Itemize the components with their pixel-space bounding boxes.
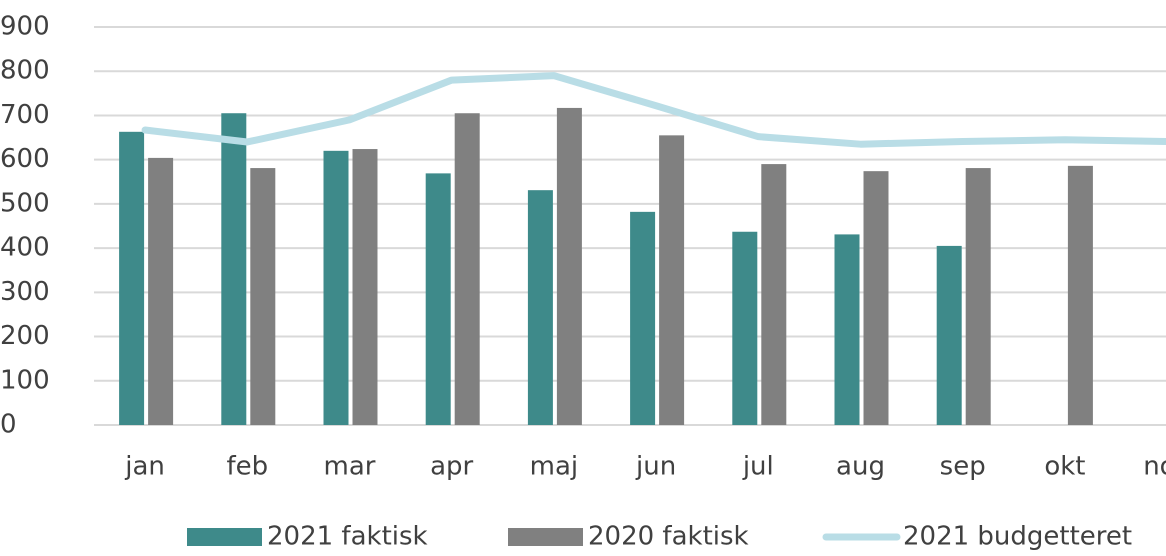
bar <box>425 173 451 425</box>
y-tick-label: 200 <box>0 321 50 351</box>
bar <box>352 149 378 425</box>
y-tick-label: 500 <box>0 188 50 218</box>
y-tick-label: 0 <box>0 410 17 440</box>
y-tick-label: 400 <box>0 233 50 263</box>
bar <box>148 157 174 426</box>
bar <box>732 231 758 425</box>
bar <box>119 131 145 425</box>
bar <box>761 164 787 426</box>
y-tick-label: 800 <box>0 56 50 86</box>
bar <box>1067 165 1093 425</box>
legend-label: 2021 budgetteret <box>903 522 1132 552</box>
bar <box>834 234 860 425</box>
bar <box>965 168 991 425</box>
y-tick-label: 900 <box>0 12 50 42</box>
y-tick-label: 600 <box>0 144 50 174</box>
legend-label: 2021 faktisk <box>267 522 428 552</box>
x-tick-label: mar <box>324 452 376 482</box>
bar <box>936 245 962 425</box>
x-tick-label: maj <box>530 452 578 482</box>
bar <box>863 171 889 425</box>
bar <box>221 113 247 425</box>
x-tick-label: jan <box>124 452 165 482</box>
y-tick-label: 300 <box>0 277 50 307</box>
x-tick-label: okt <box>1044 452 1085 482</box>
bar <box>630 211 656 425</box>
y-tick-label: 700 <box>0 100 50 130</box>
bar <box>250 168 276 425</box>
x-tick-label: feb <box>226 452 268 482</box>
x-tick-label: nov <box>1143 452 1166 482</box>
bar <box>659 135 685 425</box>
bar <box>527 190 553 425</box>
bar <box>323 150 349 426</box>
x-tick-label: sep <box>940 452 986 482</box>
legend-swatch <box>187 528 262 546</box>
legend-label: 2020 faktisk <box>588 522 749 552</box>
legend-swatch <box>508 528 583 546</box>
bar <box>556 107 582 425</box>
x-tick-label: jul <box>742 452 774 482</box>
bar <box>454 113 480 425</box>
x-tick-label: apr <box>430 452 473 482</box>
x-tick-label: jun <box>635 452 676 482</box>
x-tick-label: aug <box>836 452 885 482</box>
y-tick-label: 100 <box>0 365 50 395</box>
line <box>141 72 1166 148</box>
